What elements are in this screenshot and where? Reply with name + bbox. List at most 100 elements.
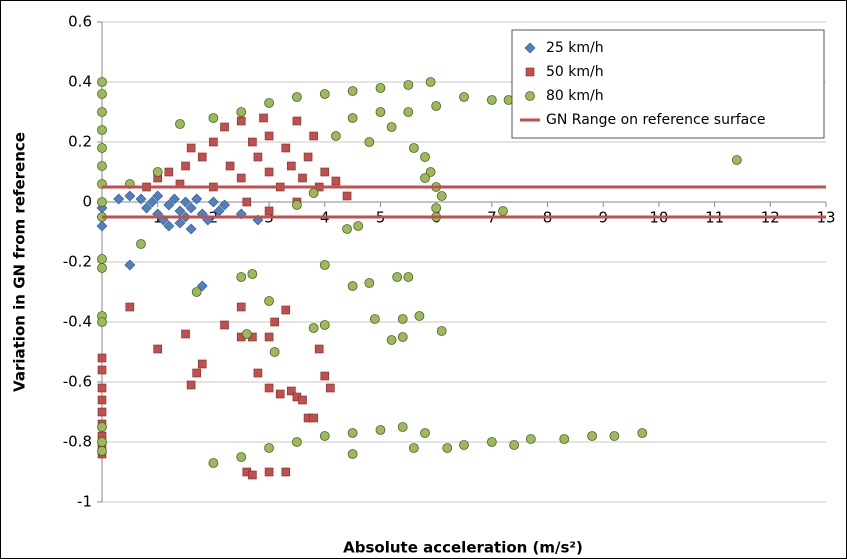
data-point [209,137,218,147]
data-point [281,305,291,315]
data-point [269,347,280,357]
data-point [208,113,219,123]
data-point [136,239,146,249]
data-point [386,122,397,132]
data-point [97,365,107,375]
data-point [364,137,375,147]
data-point [303,152,313,162]
data-point [587,431,597,441]
y-tick-label: -1 [77,493,92,511]
legend-label: GN Range on reference surface [546,112,766,128]
data-point [353,221,364,231]
data-point [403,107,414,117]
data-point [97,383,107,393]
data-point [431,203,442,213]
data-point [241,329,252,339]
data-point [420,428,430,438]
y-tick-label: 0.4 [68,73,92,91]
data-point [369,314,380,324]
data-point [97,254,107,264]
data-point [308,188,319,198]
data-point [236,302,246,312]
data-point [97,317,107,327]
data-point [298,173,307,183]
data-point [97,89,107,99]
data-point [319,260,330,270]
data-point [125,302,135,312]
data-point [347,113,358,123]
data-point [326,383,335,393]
data-point [186,380,196,390]
data-point [347,86,358,96]
data-point [185,223,197,235]
data-point [320,371,330,381]
data-point [247,269,258,279]
data-point [559,434,570,444]
data-point [731,155,742,165]
data-point [347,281,358,291]
data-point [152,190,164,202]
legend-box [511,29,825,139]
data-point [124,259,136,271]
data-point [292,116,302,126]
data-point [97,422,107,432]
data-point [375,425,386,435]
data-point [163,199,175,211]
data-point [420,152,430,162]
data-point [196,280,208,292]
data-point [347,449,358,459]
data-point [192,368,201,378]
data-point [248,470,257,480]
data-point [97,125,107,135]
data-point [97,161,107,171]
legend-label: 80 km/h [546,88,604,104]
legend-label: 50 km/h [546,64,604,80]
data-point [375,83,386,93]
data-point [319,320,330,330]
data-point [459,92,469,102]
data-point [97,263,107,273]
data-point [181,329,190,339]
data-point [185,202,197,214]
data-point [609,431,620,441]
data-point [163,220,175,232]
data-point [141,202,152,214]
data-point [292,92,302,102]
data-point [236,173,246,183]
data-point [486,95,497,105]
data-point [253,152,263,162]
data-point [242,197,252,207]
data-point [459,440,469,450]
data-point [364,278,375,288]
data-point [309,413,318,423]
data-point [281,467,291,477]
data-point [146,196,158,208]
data-point [386,335,397,345]
y-axis-title: Variation in GN from reference [11,132,29,392]
y-tick-label: -0.2 [63,253,92,271]
data-point [219,199,230,211]
data-point [180,196,191,208]
data-point [281,143,291,153]
legend-swatch [524,42,536,54]
data-point [208,458,219,468]
data-point [308,323,319,333]
data-point [191,193,203,205]
data-point [153,344,162,354]
y-tick-label: -0.8 [63,433,92,451]
data-point [225,161,235,171]
data-point [97,107,107,117]
data-point [264,206,274,216]
data-point [220,320,229,330]
data-point [509,440,520,450]
data-point [164,167,174,177]
data-point [436,191,447,201]
data-point [253,368,263,378]
data-point [314,344,324,354]
data-point [498,206,508,216]
data-point [397,422,408,432]
data-point [397,314,408,324]
data-point [168,193,180,205]
data-point [135,193,147,205]
